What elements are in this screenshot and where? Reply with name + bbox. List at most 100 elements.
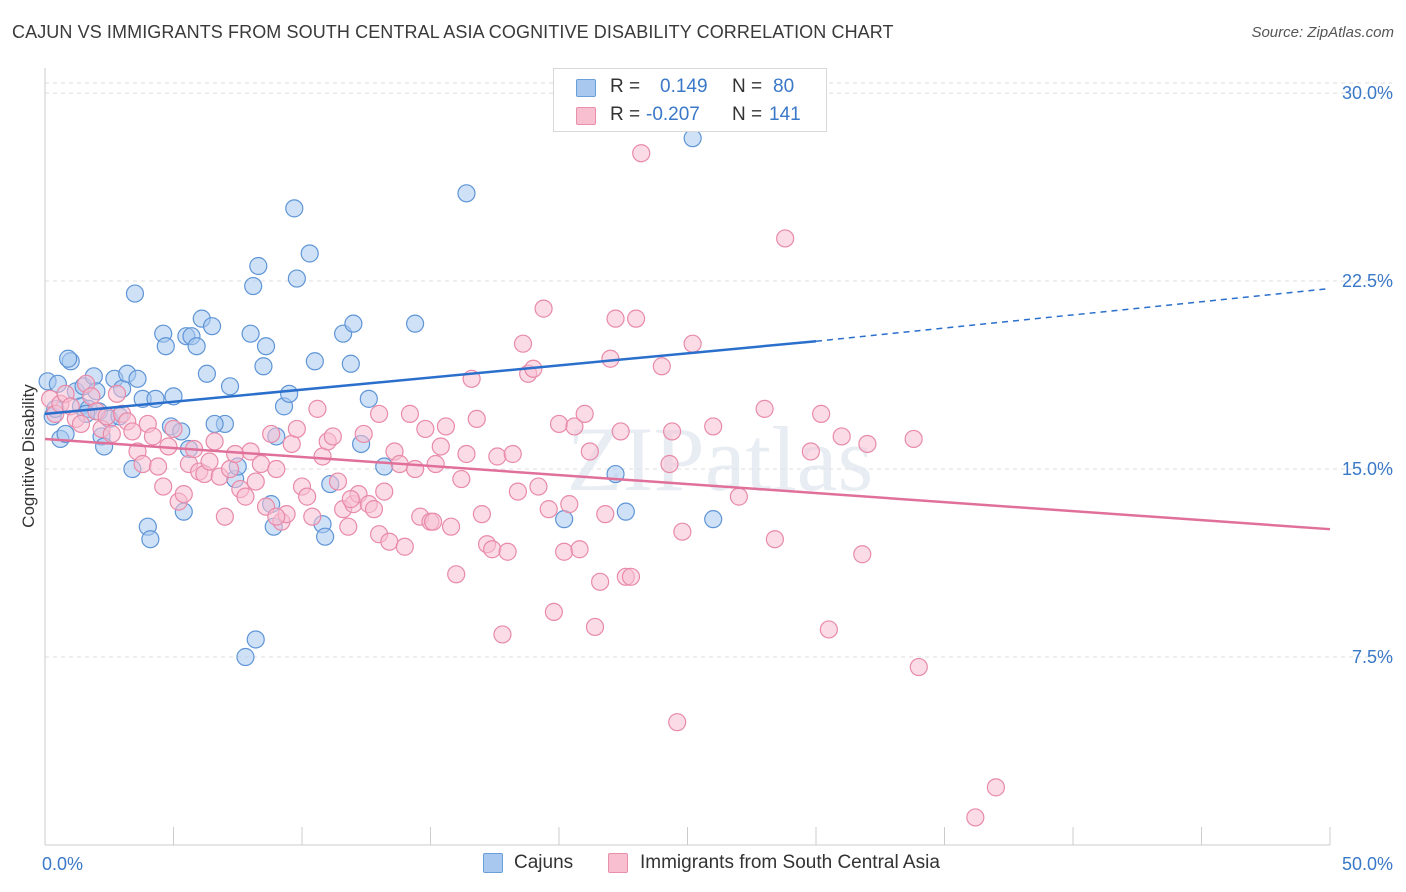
immigrant-point [683, 334, 702, 353]
immigrant-point [313, 447, 332, 466]
immigrant-point [267, 507, 286, 526]
immigrant-point [303, 507, 322, 526]
immigrant-point [205, 432, 224, 451]
immigrant-point [426, 454, 445, 474]
data-points [38, 129, 1006, 827]
immigrant-point [776, 229, 795, 248]
immigrant-point [755, 399, 774, 418]
immigrant-point [97, 407, 116, 426]
immigrant-point [704, 417, 723, 436]
immigrant-point [472, 505, 491, 524]
immigrant-point [395, 537, 414, 556]
cajun-point [128, 369, 147, 388]
immigrant-point [503, 444, 522, 464]
immigrant-point [339, 517, 358, 536]
immigrant-point [226, 444, 245, 464]
cajun-point [59, 349, 78, 368]
cajun-point [555, 510, 574, 529]
immigrants-swatch [576, 107, 596, 125]
cajun-point [359, 389, 378, 408]
immigrant-point [832, 427, 851, 446]
x-tick-label: 0.0% [42, 854, 83, 874]
immigrant-point [107, 384, 127, 403]
cajuns-legend-label: Cajuns [514, 852, 574, 873]
cajun-point [405, 314, 425, 333]
cajun-point [285, 199, 304, 218]
immigrant-point [133, 454, 152, 474]
immigrant-point [812, 404, 831, 423]
immigrant-point [148, 457, 168, 476]
y-tick-label: 15.0% [1342, 459, 1393, 479]
immigrant-point [71, 414, 91, 434]
immigrant-point [555, 542, 574, 561]
immigrant-point [298, 487, 317, 506]
immigrant-point [282, 434, 301, 454]
immigrant-point [354, 424, 373, 444]
source-note: Source: ZipAtlas.com [1251, 24, 1394, 41]
cajun-point [156, 337, 175, 356]
immigrants-trend-line [44, 437, 1331, 531]
immigrant-point [729, 487, 749, 506]
immigrant-point [341, 490, 360, 509]
cajun-point [249, 256, 268, 276]
immigrant-point [626, 309, 646, 328]
immigrant-point [529, 477, 548, 496]
trend-lines [44, 287, 1331, 531]
immigrant-point [215, 507, 234, 526]
y-tick-label: 7.5% [1352, 647, 1393, 667]
immigrant-point [621, 567, 641, 586]
n-value: 80 [773, 76, 795, 97]
immigrant-point [370, 404, 389, 423]
immigrant-point [251, 454, 270, 474]
cajun-point [187, 337, 206, 356]
immigrant-point [488, 447, 507, 466]
cajun-point [375, 457, 394, 476]
immigrant-point [416, 419, 435, 439]
immigrant-point [246, 472, 265, 491]
cajun-point [616, 502, 635, 521]
cajun-point [244, 276, 263, 296]
y-tick-label: 30.0% [1342, 83, 1393, 103]
cajun-point [220, 377, 240, 396]
cajun-point [246, 630, 265, 649]
immigrant-point [143, 427, 163, 446]
cajun-point [202, 317, 222, 336]
immigrant-point [601, 349, 620, 368]
y-axis-label: Cognitive Disability [19, 384, 38, 528]
r-value: 0.149 [660, 76, 708, 97]
n-label: N = [732, 104, 763, 125]
cajuns-trend-line [44, 339, 817, 416]
cajun-point [197, 364, 217, 383]
cajun-point [254, 357, 273, 376]
immigrant-point [380, 532, 399, 551]
cajun-point [341, 354, 360, 373]
immigrant-point [819, 620, 838, 639]
immigrant-point [660, 454, 679, 474]
cajuns-trend-extension [815, 287, 1331, 342]
immigrant-point [467, 409, 486, 429]
immigrants-legend-label: Immigrants from South Central Asia [640, 852, 940, 873]
chart-title: CAJUN VS IMMIGRANTS FROM SOUTH CENTRAL A… [12, 22, 894, 42]
immigrant-point [591, 572, 610, 591]
immigrant-point [580, 442, 599, 461]
immigrant-point [606, 309, 625, 328]
cajun-point [683, 129, 702, 148]
immigrant-point [483, 540, 502, 559]
immigrant-point [308, 399, 327, 418]
immigrant-point [986, 778, 1006, 797]
y-tick-label: 22.5% [1342, 271, 1393, 291]
cajuns-legend-swatch [483, 853, 503, 873]
immigrant-point [436, 417, 456, 436]
cajun-point [241, 324, 260, 343]
immigrant-point [364, 500, 384, 519]
immigrant-point [508, 482, 527, 501]
stats-legend: R = 0.149 N = 80 R = -0.207 N = 141 [553, 68, 827, 132]
cajun-point [300, 244, 319, 263]
legend-row-immigrants: R = -0.207 N = 141 [554, 101, 824, 129]
axes [44, 68, 1331, 846]
x-tick-label: 50.0% [1342, 854, 1393, 874]
cajun-point [305, 352, 324, 371]
cajun-point [205, 414, 224, 434]
immigrants-legend-swatch [608, 853, 628, 873]
